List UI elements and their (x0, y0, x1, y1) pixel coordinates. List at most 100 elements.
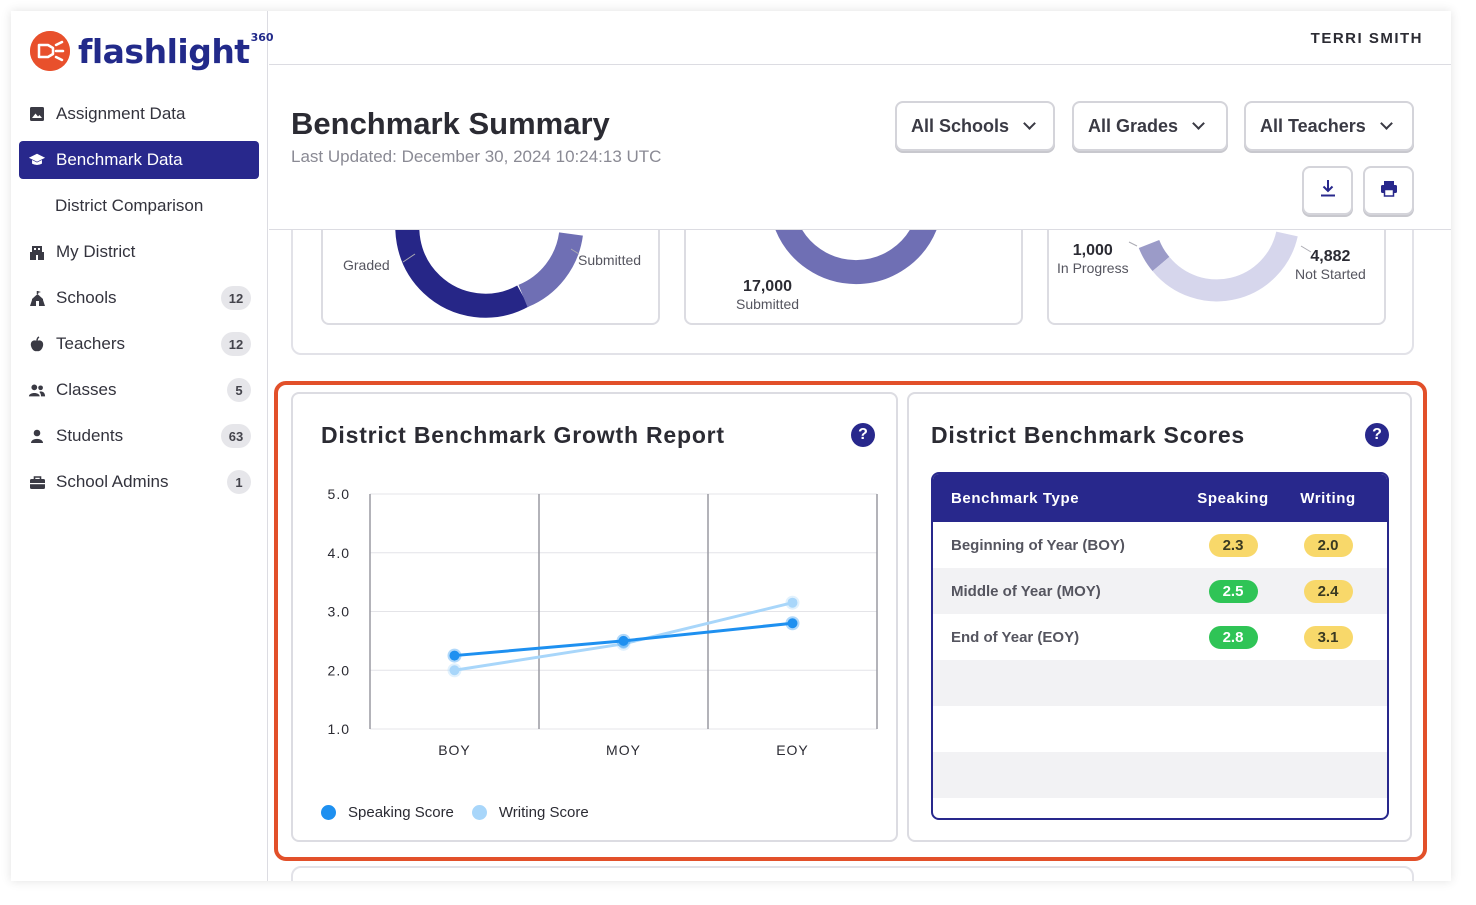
sidebar-item-label: Classes (56, 380, 117, 399)
table-row: Middle of Year (MOY) 2.5 2.4 (933, 568, 1387, 614)
stat-card-progress: 1,000 In Progress 4,882 Not Started (1047, 230, 1386, 325)
apple-icon (28, 335, 46, 353)
sidebar-item-schools[interactable]: Schools 12 (19, 279, 259, 317)
writing-score-badge: 3.1 (1303, 625, 1353, 649)
writing-score-badge: 2.0 (1303, 533, 1353, 557)
table-row (933, 752, 1387, 798)
school-filter-dropdown[interactable]: All Schools (895, 101, 1055, 151)
sidebar-item-label: District Comparison (55, 196, 204, 215)
stat-label: Submitted (736, 296, 800, 312)
sidebar-item-label: Schools (56, 288, 117, 307)
app-window: flashlight 360 Assignment Data Benchmark… (11, 11, 1451, 881)
dropdown-label: All Teachers (1260, 115, 1366, 136)
speaking-score-badge: 2.8 (1208, 625, 1258, 649)
count-badge: 63 (221, 424, 251, 448)
next-section-card (291, 866, 1414, 881)
stat-card-graded: Graded Submitted (321, 230, 660, 325)
highlight-outline (274, 381, 1427, 861)
top-bar: TERRI SMITH (269, 11, 1451, 65)
legend-label-speaking: Speaking Score (348, 804, 454, 821)
x-tick-label: EOY (776, 742, 809, 758)
growth-report-panel: District Benchmark Growth Report ? 1.0 2.… (291, 392, 898, 842)
benchmark-type: Beginning of Year (BOY) (951, 536, 1125, 554)
sidebar: flashlight 360 Assignment Data Benchmark… (11, 11, 274, 881)
stat-label: Not Started (1295, 266, 1366, 282)
stat-value-group: 1,000 In Progress (1057, 242, 1129, 276)
table-row (933, 660, 1387, 706)
dropdown-label: All Schools (911, 115, 1010, 136)
help-icon[interactable]: ? (1365, 423, 1389, 447)
print-icon (1380, 180, 1398, 202)
legend-label-writing: Writing Score (498, 804, 589, 821)
sidebar-item-district-comparison[interactable]: District Comparison (19, 187, 259, 225)
sidebar-item-label: Teachers (56, 334, 125, 353)
y-tick-label: 1.0 (328, 721, 350, 737)
sidebar-item-label: School Admins (56, 472, 169, 491)
sidebar-item-label: Benchmark Data (56, 150, 183, 169)
data-point (787, 597, 798, 608)
stat-card-submitted: 17,000 Submitted (684, 230, 1023, 325)
scores-panel: District Benchmark Scores ? Benchmark Ty… (907, 392, 1412, 842)
download-button[interactable] (1302, 166, 1353, 215)
y-tick-label: 3.0 (328, 604, 350, 620)
y-tick-label: 4.0 (328, 545, 350, 561)
growth-line-chart: 1.0 2.0 3.0 4.0 5.0 BOY MOY EOY (328, 486, 878, 758)
stat-label: Submitted (578, 252, 642, 268)
page-title: Benchmark Summary (291, 106, 610, 141)
main-content: Graded Submitted 17,000 Submitted (269, 230, 1451, 881)
data-point (449, 665, 460, 676)
y-tick-label: 2.0 (328, 662, 350, 678)
logo-superscript: 360 (250, 30, 274, 44)
count-badge: 12 (221, 332, 251, 356)
user-name[interactable]: TERRI SMITH (1310, 30, 1423, 47)
legend-swatch (471, 805, 487, 820)
stat-value: 1,000 (1072, 242, 1113, 259)
sidebar-item-teachers[interactable]: Teachers 12 (19, 325, 259, 363)
column-header: Benchmark Type (951, 489, 1080, 507)
graduation-cap-icon (28, 151, 46, 169)
data-point (787, 618, 798, 629)
sidebar-item-label: My District (56, 242, 136, 261)
data-point (618, 635, 629, 646)
print-button[interactable] (1363, 166, 1414, 215)
speaking-score-badge: 2.3 (1208, 533, 1258, 557)
benchmark-type: Middle of Year (MOY) (951, 582, 1101, 600)
dropdown-label: All Grades (1088, 115, 1179, 136)
donut-chart (775, 230, 937, 285)
image-icon (28, 105, 46, 123)
count-badge: 1 (227, 470, 251, 494)
chevron-down-icon (1379, 117, 1393, 130)
stat-value: 17,000 (743, 278, 792, 295)
count-badge: 5 (227, 378, 251, 402)
grade-filter-dropdown[interactable]: All Grades (1072, 101, 1228, 151)
last-updated-text: Last Updated: December 30, 2024 10:24:13… (291, 147, 662, 166)
logo[interactable]: flashlight 360 (30, 29, 274, 73)
speaking-score-badge: 2.5 (1208, 579, 1258, 603)
sidebar-item-students[interactable]: Students 63 (19, 417, 259, 455)
y-tick-label: 5.0 (328, 486, 350, 502)
download-icon (1320, 179, 1336, 202)
user-icon (28, 427, 46, 445)
school-icon (28, 289, 46, 307)
briefcase-icon (28, 473, 46, 491)
stats-section: Graded Submitted 17,000 Submitted (291, 230, 1414, 355)
sidebar-item-label: Students (56, 426, 124, 445)
stat-label: In Progress (1057, 260, 1129, 276)
chevron-down-icon (1192, 117, 1205, 130)
sidebar-item-classes[interactable]: Classes 5 (19, 371, 259, 409)
table-header: Benchmark Type Speaking Writing (933, 474, 1387, 522)
teacher-filter-dropdown[interactable]: All Teachers (1244, 101, 1414, 151)
sidebar-item-benchmark-data[interactable]: Benchmark Data (19, 141, 259, 179)
help-icon[interactable]: ? (851, 423, 875, 447)
stat-label: Graded (343, 257, 390, 273)
sidebar-item-assignment-data[interactable]: Assignment Data (19, 95, 259, 133)
sidebar-nav: Assignment Data Benchmark Data District … (19, 95, 259, 509)
column-header: Speaking (1197, 489, 1269, 507)
panel-title: District Benchmark Scores (931, 422, 1246, 448)
sidebar-item-school-admins[interactable]: School Admins 1 (19, 463, 259, 501)
donut-chart (395, 230, 583, 318)
benchmark-type: End of Year (EOY) (951, 628, 1080, 646)
sidebar-item-my-district[interactable]: My District (19, 233, 259, 271)
data-point (449, 650, 460, 661)
stat-value: 4,882 (1310, 248, 1351, 265)
